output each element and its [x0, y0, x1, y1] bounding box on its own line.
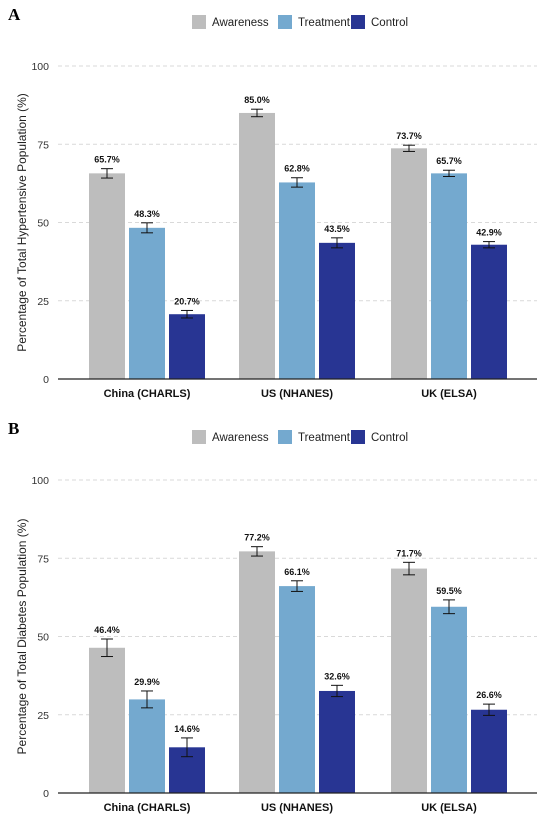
data-label: 65.7%	[94, 155, 120, 165]
y-axis-label: Percentage of Total Hypertensive Populat…	[15, 93, 29, 352]
y-tick-label: 75	[37, 553, 49, 565]
bar-control	[319, 242, 355, 379]
bar-control	[169, 314, 205, 379]
data-label: 48.3%	[134, 209, 160, 219]
data-label: 26.6%	[476, 690, 502, 700]
legend-swatch-awareness	[192, 15, 206, 29]
y-tick-label: 25	[37, 710, 49, 722]
data-label: 66.1%	[284, 567, 310, 577]
bar-treatment	[431, 606, 467, 793]
bar-awareness	[391, 568, 427, 793]
y-tick-label: 75	[37, 139, 49, 151]
bar-awareness	[89, 173, 125, 379]
data-label: 85.0%	[244, 95, 270, 105]
panel-a: A Awareness Treatment Control 0 25 50 75 100 Perc…	[8, 5, 537, 400]
data-label: 46.4%	[94, 625, 120, 635]
y-axis-label: Percentage of Total Diabetes Population …	[15, 519, 29, 755]
data-label: 29.9%	[134, 677, 160, 687]
y-tick-label: 0	[43, 788, 49, 800]
legend-label: Awareness	[212, 432, 269, 444]
y-tick-label: 25	[37, 296, 49, 308]
x-tick-label: UK (ELSA)	[421, 388, 477, 400]
bar-awareness	[89, 647, 125, 793]
x-tick-label: China (CHARLS)	[104, 802, 191, 814]
data-label: 77.2%	[244, 533, 270, 543]
y-tick-label: 100	[31, 61, 49, 73]
x-tick-label: UK (ELSA)	[421, 802, 477, 814]
legend-label: Treatment	[298, 432, 351, 444]
y-tick-label: 50	[37, 632, 49, 644]
data-label: 32.6%	[324, 671, 350, 681]
data-label: 71.7%	[396, 548, 422, 558]
bar-control	[319, 690, 355, 793]
legend-swatch-treatment	[278, 15, 292, 29]
legend-label: Control	[371, 17, 408, 29]
bar-treatment	[129, 227, 165, 379]
data-label: 14.6%	[174, 724, 200, 734]
legend-swatch-awareness	[192, 430, 206, 444]
data-label: 20.7%	[174, 296, 200, 306]
y-tick-label: 100	[31, 475, 49, 487]
data-label: 65.7%	[436, 156, 462, 166]
bar-treatment	[431, 173, 467, 379]
panel-label: A	[8, 5, 21, 24]
y-tick-label: 0	[43, 374, 49, 386]
data-label: 43.5%	[324, 224, 350, 234]
bar-treatment	[279, 182, 315, 379]
bar-control	[471, 244, 507, 379]
legend-label: Control	[371, 432, 408, 444]
data-label: 42.9%	[476, 228, 502, 238]
bar-awareness	[239, 551, 275, 793]
data-label: 59.5%	[436, 586, 462, 596]
data-label: 73.7%	[396, 131, 422, 141]
legend-label: Awareness	[212, 17, 269, 29]
x-tick-label: US (NHANES)	[261, 802, 333, 814]
bar-control	[471, 709, 507, 793]
y-tick-label: 50	[37, 218, 49, 230]
bar-awareness	[391, 148, 427, 379]
legend-label: Treatment	[298, 17, 351, 29]
legend-swatch-control	[351, 430, 365, 444]
data-label: 62.8%	[284, 164, 310, 174]
legend-swatch-treatment	[278, 430, 292, 444]
panel-label: B	[8, 419, 19, 438]
legend-swatch-control	[351, 15, 365, 29]
bar-awareness	[239, 112, 275, 379]
panel-b: B Awareness Treatment Control 0 25 50 75 100 Perc…	[8, 419, 537, 814]
bar-treatment	[129, 699, 165, 793]
bar-treatment	[279, 586, 315, 793]
x-tick-label: China (CHARLS)	[104, 388, 191, 400]
x-tick-label: US (NHANES)	[261, 388, 333, 400]
